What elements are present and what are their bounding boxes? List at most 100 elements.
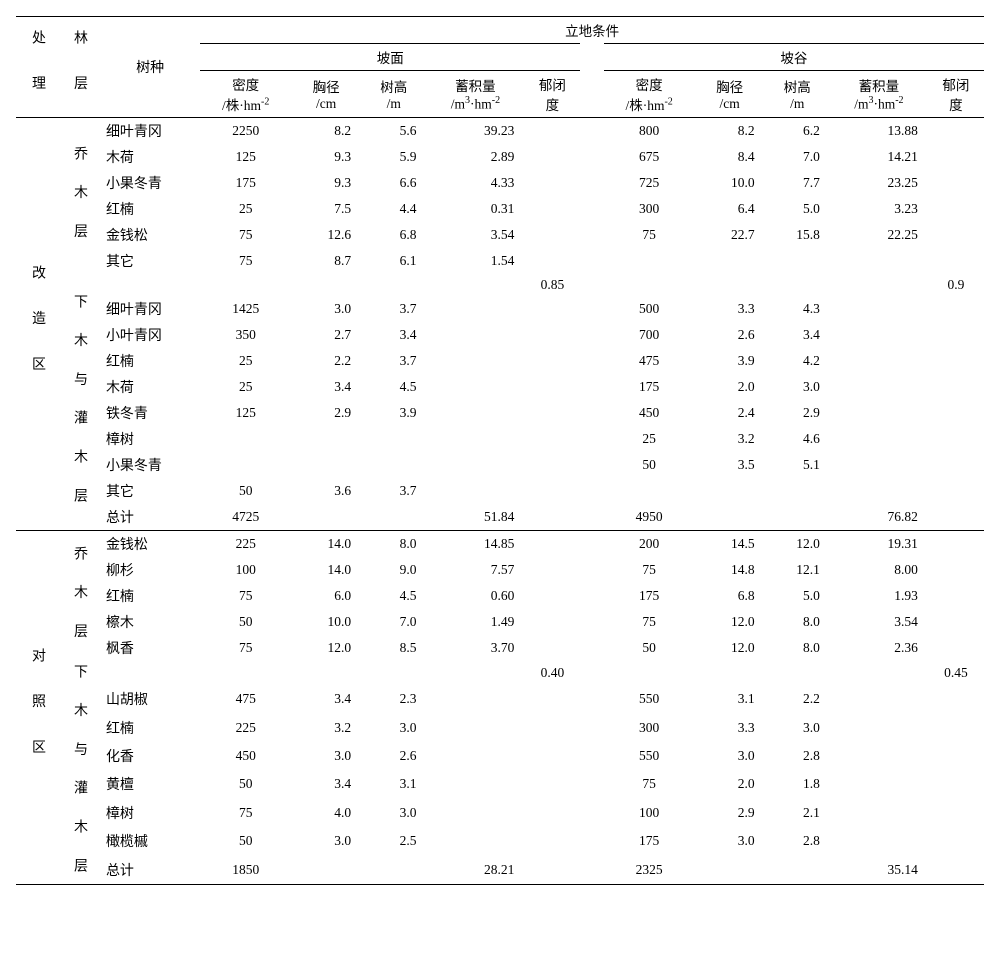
- cell: [830, 274, 928, 296]
- cell: [524, 583, 580, 609]
- cell: 75: [604, 557, 695, 583]
- cell: 500: [604, 296, 695, 322]
- cell: [524, 504, 580, 531]
- cell: [580, 635, 603, 661]
- cell: 4.5: [361, 374, 426, 400]
- treatment-label: 改 造 区: [16, 118, 58, 531]
- cell: [695, 504, 765, 531]
- cell: 75: [604, 222, 695, 248]
- cell: 6.8: [695, 583, 765, 609]
- cell: 4.3: [765, 296, 830, 322]
- cell: 300: [604, 713, 695, 741]
- cell: 25: [604, 426, 695, 452]
- cell: 3.9: [695, 348, 765, 374]
- cell: 2.36: [830, 635, 928, 661]
- cell: [830, 452, 928, 478]
- cell: [830, 799, 928, 827]
- cell: [928, 855, 984, 884]
- cell: 橄榄槭: [100, 827, 200, 855]
- cell: [580, 799, 603, 827]
- h-valley: 坡谷: [604, 44, 984, 71]
- cell: [830, 248, 928, 274]
- cell: 樟树: [100, 799, 200, 827]
- cell: 475: [200, 685, 291, 713]
- cell: 3.9: [361, 400, 426, 426]
- cell: 木荷: [100, 374, 200, 400]
- cell: [580, 827, 603, 855]
- cell: 2.0: [695, 374, 765, 400]
- cell: 8.5: [361, 635, 426, 661]
- cell: [830, 426, 928, 452]
- cell: 红楠: [100, 348, 200, 374]
- cell: [100, 661, 200, 685]
- cell: 7.5: [291, 196, 361, 222]
- cell: 8.2: [695, 118, 765, 145]
- cell: 28.21: [426, 855, 524, 884]
- cell: [928, 742, 984, 770]
- cell: [524, 222, 580, 248]
- cell: 175: [604, 583, 695, 609]
- cell: [695, 274, 765, 296]
- cell: 3.4: [361, 322, 426, 348]
- cell: [426, 827, 524, 855]
- cell: [580, 170, 603, 196]
- cell: 14.5: [695, 531, 765, 558]
- cell: [695, 478, 765, 504]
- h-slope: 坡面: [200, 44, 580, 71]
- cell: [830, 296, 928, 322]
- cell: [830, 770, 928, 798]
- cell: [928, 557, 984, 583]
- cell: [524, 144, 580, 170]
- cell: 3.4: [291, 685, 361, 713]
- cell: 51.84: [426, 504, 524, 531]
- cell: 7.57: [426, 557, 524, 583]
- cell: 2.8: [765, 742, 830, 770]
- cell: 4.0: [291, 799, 361, 827]
- forest-data-table: 处 理 林 层 树种 立地条件 坡面 坡谷 密度/株·hm-2 胸径/cm 树高…: [16, 16, 984, 885]
- cell: [200, 274, 291, 296]
- cell: 3.0: [765, 713, 830, 741]
- cell: 2.4: [695, 400, 765, 426]
- cell: 0.45: [928, 661, 984, 685]
- h-species: 树种: [100, 17, 200, 118]
- cell: [928, 713, 984, 741]
- cell: 枫香: [100, 635, 200, 661]
- cell: 3.0: [695, 742, 765, 770]
- cell: 4.6: [765, 426, 830, 452]
- cell: [928, 531, 984, 558]
- cell: 39.23: [426, 118, 524, 145]
- cell: [580, 478, 603, 504]
- cell: [928, 248, 984, 274]
- cell: 3.0: [695, 827, 765, 855]
- cell: [928, 348, 984, 374]
- cell: 3.3: [695, 296, 765, 322]
- cell: [928, 222, 984, 248]
- cell: [291, 504, 361, 531]
- cell: 3.5: [695, 452, 765, 478]
- cell: [928, 400, 984, 426]
- cell: [830, 713, 928, 741]
- cell: 2.7: [291, 322, 361, 348]
- cell: [604, 248, 695, 274]
- cell: 5.0: [765, 583, 830, 609]
- cell: 1.49: [426, 609, 524, 635]
- cell: 50: [200, 770, 291, 798]
- cell: [426, 426, 524, 452]
- cell: [426, 661, 524, 685]
- cell: [524, 400, 580, 426]
- cell: [524, 118, 580, 145]
- h-volume-s: 蓄积量/m3·hm-2: [426, 71, 524, 118]
- cell: [928, 799, 984, 827]
- cell: [928, 504, 984, 531]
- cell: 3.23: [830, 196, 928, 222]
- cell: 2.6: [361, 742, 426, 770]
- h-dbh-s: 胸径/cm: [291, 71, 361, 118]
- h-treatment: 处 理: [16, 17, 58, 118]
- cell: 小果冬青: [100, 452, 200, 478]
- cell: 175: [200, 170, 291, 196]
- cell: 125: [200, 400, 291, 426]
- cell: 8.4: [695, 144, 765, 170]
- cell: 3.4: [291, 770, 361, 798]
- cell: 100: [200, 557, 291, 583]
- cell: 350: [200, 322, 291, 348]
